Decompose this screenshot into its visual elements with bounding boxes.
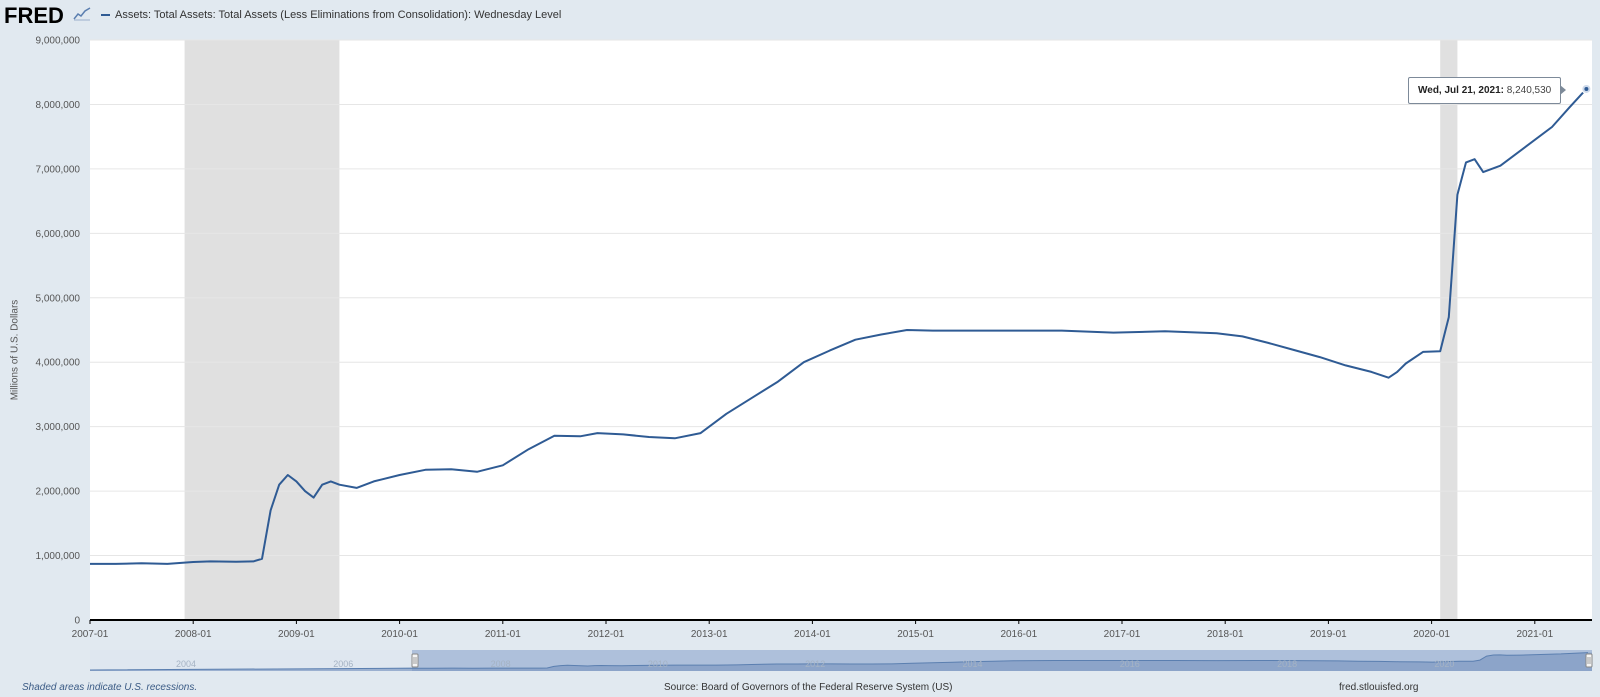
y-tick-label: 3,000,000 [36,422,81,433]
navigator-tick-label: 2006 [333,659,353,669]
legend-item[interactable]: Assets: Total Assets: Total Assets (Less… [101,9,561,21]
y-tick-label: 8,000,000 [36,100,81,111]
legend-label: Assets: Total Assets: Total Assets (Less… [115,9,562,21]
x-tick-label: 2015-01 [897,629,934,640]
fred-logo[interactable]: FRED [4,3,64,28]
x-tick-label: 2017-01 [1104,629,1141,640]
hover-point [1584,86,1589,91]
x-tick-label: 2021-01 [1516,629,1553,640]
navigator-tick-label: 2018 [1277,659,1297,669]
grid-lines [90,39,1592,557]
y-tick-label: 9,000,000 [36,36,81,47]
series-layer [90,83,1592,565]
plot-area [90,40,1592,620]
recession-shading [184,40,1458,620]
navigator-tick-label: 2012 [805,659,825,669]
x-tick-label: 2018-01 [1207,629,1244,640]
tooltip-date: Wed, Jul 21, 2021: [1418,85,1504,96]
x-tick-label: 2020-01 [1413,629,1450,640]
navigator-tick-label: 2014 [962,659,982,669]
tooltip-value: 8,240,530 [1506,85,1552,96]
x-tick-label: 2011-01 [485,629,521,640]
navigator-series-line [89,652,1589,671]
y-tick-label: 5,000,000 [36,293,81,304]
y-tick-label: 6,000,000 [36,229,81,240]
y-axis: 0 1,000,000 2,000,000 3,000,000 4,000,000 5,0… [36,36,81,627]
site-link[interactable]: fred.stlouisfed.org [1339,682,1419,693]
x-tick-label: 2009-01 [278,629,315,640]
legend-swatch [101,14,110,16]
y-tick-label: 7,000,000 [36,164,81,175]
navigator-tick-label: 2016 [1120,659,1140,669]
y-tick-label: 2,000,000 [36,487,81,498]
recession-band [1440,40,1458,620]
x-tick-label: 2019-01 [1310,629,1347,640]
navigator-tick-label: 2010 [648,659,668,669]
x-tick-label: 2007-01 [72,629,109,640]
recession-band [184,40,340,620]
navigator-handle[interactable] [1585,653,1593,668]
recession-note: Shaded areas indicate U.S. recessions. [22,682,198,693]
navigator-tick-label: 2008 [491,659,511,669]
y-tick-label: 4,000,000 [36,358,81,369]
navigator-tick-label: 2004 [176,659,196,669]
x-tick-label: 2013-01 [691,629,728,640]
y-tick-label: 0 [74,616,80,627]
source-text: Source: Board of Governors of the Federa… [664,682,953,693]
y-tick-label: 1,000,000 [36,551,81,562]
navigator-tick-label: 2020 [1434,659,1454,669]
x-tick-label: 2010-01 [381,629,418,640]
tooltip-pointer [1560,85,1566,95]
navigator[interactable]: 2004 2006 2008 2010 2012 2014 2016 2018 2020 [89,650,1593,671]
series-line [90,88,1588,565]
x-tick-label: 2014-01 [794,629,831,640]
trend-line-icon [73,7,91,21]
x-tick-label: 2012-01 [588,629,625,640]
navigator-series-area [90,652,1592,671]
navigator-handle[interactable] [411,653,419,668]
x-axis: 2007-01 2008-01 2009-01 2010-01 2011-01 2012-… [72,619,1592,640]
data-tooltip: Wed, Jul 21, 2021: 8,240,530 [1408,77,1561,104]
x-tick-label: 2016-01 [1000,629,1037,640]
x-tick-label: 2008-01 [175,629,212,640]
chart-header: FRED Assets: Total Assets: Total Assets … [0,0,1600,32]
